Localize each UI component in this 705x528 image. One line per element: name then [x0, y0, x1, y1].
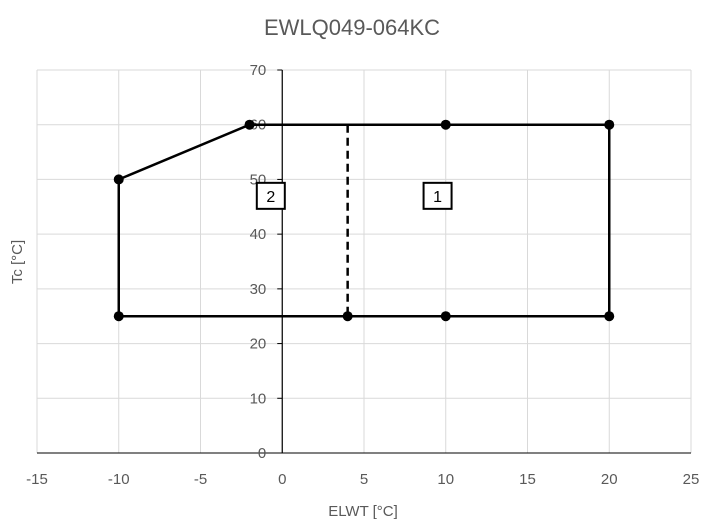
data-point	[440, 311, 451, 322]
x-tick-label: 5	[360, 471, 368, 488]
x-axis-label: ELWT [°C]	[328, 503, 398, 520]
axes	[37, 69, 691, 454]
data-point	[604, 119, 615, 130]
y-tick-label: 30	[250, 281, 267, 298]
region-label-text: 2	[266, 189, 275, 206]
x-tick-label: -10	[108, 471, 130, 488]
region-label-box	[255, 181, 286, 210]
data-point	[113, 174, 124, 185]
x-tick-label: -5	[194, 471, 207, 488]
y-tick-label: 20	[250, 336, 267, 353]
data-point	[342, 311, 353, 322]
region-label-2: 2	[255, 181, 286, 210]
x-tick-label: 20	[601, 471, 618, 488]
y-tick-label: 70	[250, 62, 267, 79]
x-tick-label: 15	[519, 471, 536, 488]
y-tick-label: 0	[258, 445, 266, 462]
data-series	[113, 119, 615, 322]
x-tick-label: 0	[278, 471, 286, 488]
chart-title: EWLQ049-064KC	[264, 15, 440, 40]
region-label-1: 1	[422, 181, 453, 210]
y-axis-label: Tc [°C]	[9, 240, 26, 284]
x-tick-label: -15	[26, 471, 48, 488]
data-point	[244, 119, 255, 130]
data-point	[440, 119, 451, 130]
region-label-text: 1	[433, 189, 442, 206]
data-point	[604, 311, 615, 322]
annotations: 12	[255, 181, 453, 210]
grid	[36, 69, 692, 454]
region-label-box	[422, 181, 453, 210]
data-point	[113, 311, 124, 322]
y-tick-label: 10	[250, 390, 267, 407]
x-tick-label: 10	[437, 471, 454, 488]
x-tick-label: 25	[683, 471, 700, 488]
y-tick-label: 40	[250, 226, 267, 243]
